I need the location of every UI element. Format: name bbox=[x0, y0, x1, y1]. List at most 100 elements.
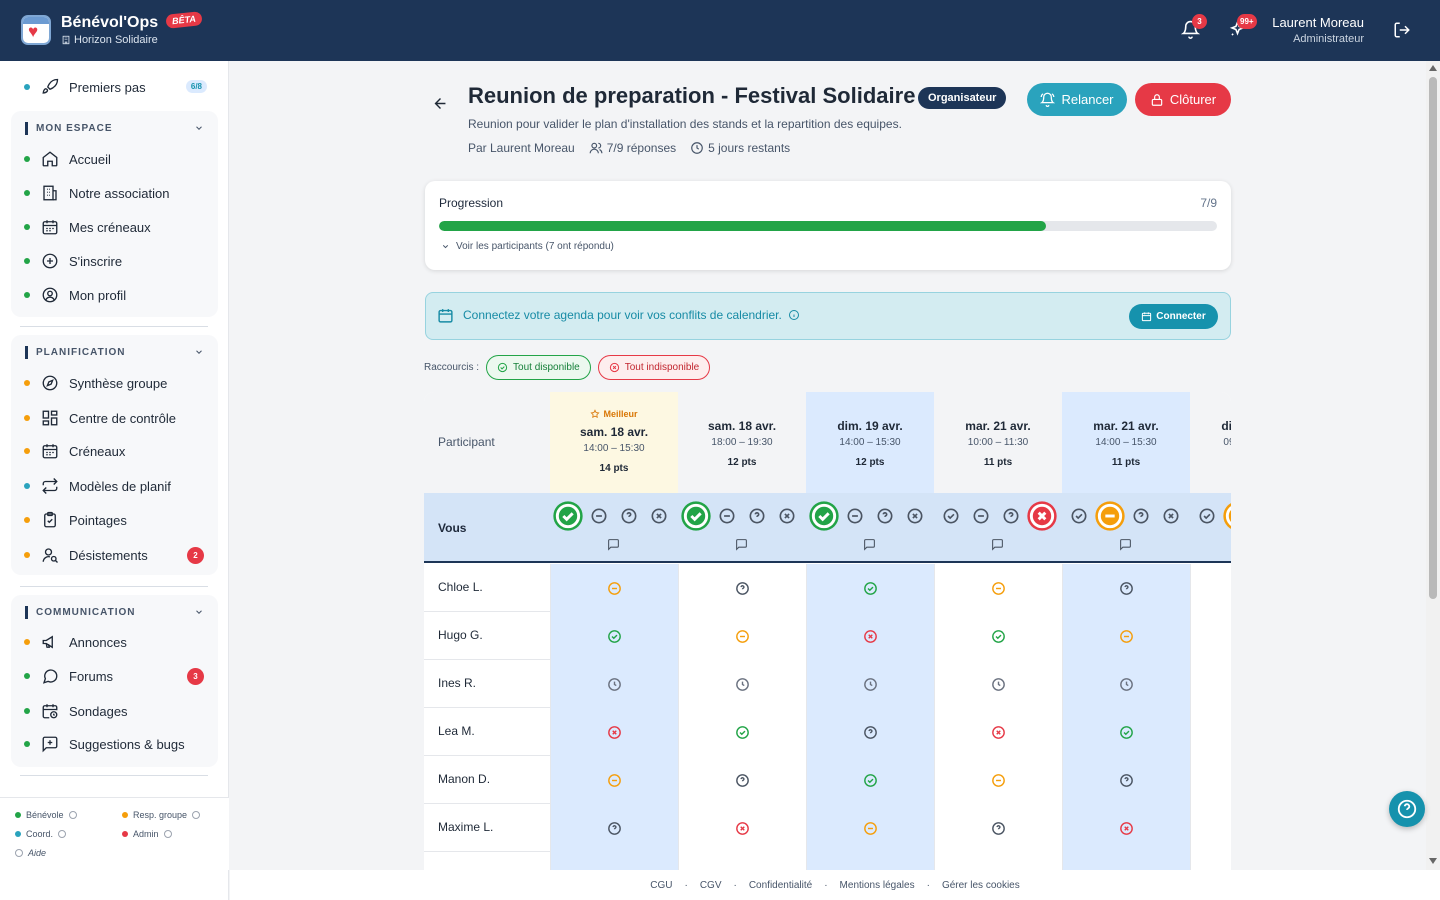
slot-header: dim. 26 avr. 09:00 – 10:30 10 pts bbox=[1190, 392, 1231, 493]
slot-header: sam. 18 avr. 18:00 – 19:30 12 pts bbox=[678, 392, 806, 493]
page-scrollbar[interactable] bbox=[1426, 61, 1440, 870]
answer-maybe-button[interactable] bbox=[1094, 500, 1126, 532]
comment-button[interactable] bbox=[735, 538, 748, 551]
heart-icon: ♥ bbox=[28, 22, 39, 41]
answer-unknown-button[interactable] bbox=[1126, 500, 1156, 532]
sidebar-item-forums[interactable]: Forums 3 bbox=[11, 660, 218, 692]
minus-circle-icon bbox=[992, 581, 1005, 595]
sidebar-item-modeles-de-planif[interactable]: Modèles de planif bbox=[11, 470, 218, 502]
participants-toggle[interactable]: Voir les participants (7 ont répondu) bbox=[441, 241, 614, 252]
sidebar-item-creneaux[interactable]: Créneaux bbox=[11, 435, 218, 467]
footer-link[interactable]: CGV bbox=[699, 879, 722, 891]
answer-unknown-button[interactable] bbox=[870, 500, 900, 532]
minus-circle-icon bbox=[719, 508, 735, 524]
comment-button[interactable] bbox=[607, 538, 620, 551]
scroll-thumb[interactable] bbox=[1429, 77, 1437, 599]
answer-unknown-button[interactable] bbox=[996, 500, 1026, 532]
answer-ok-button[interactable] bbox=[808, 500, 840, 532]
user-role: Administrateur bbox=[1293, 33, 1364, 45]
chevron-down-icon[interactable] bbox=[194, 123, 204, 133]
best-badge: Meilleur bbox=[550, 408, 678, 420]
footer-separator: · bbox=[733, 879, 737, 891]
sidebar-item-mon-profil[interactable]: Mon profil bbox=[11, 279, 218, 311]
relancer-button[interactable]: Relancer bbox=[1027, 83, 1127, 116]
sidebar-item-notre-association[interactable]: Notre association bbox=[11, 177, 218, 209]
x-circle-icon bbox=[907, 508, 923, 524]
comment-icon bbox=[608, 539, 619, 551]
progress-fill bbox=[439, 221, 1046, 231]
comment-button[interactable] bbox=[991, 538, 1004, 551]
sidebar-group-header[interactable]: MON ESPACE bbox=[25, 121, 113, 135]
answer-ok-button[interactable] bbox=[936, 500, 966, 532]
lock-icon bbox=[1151, 93, 1163, 106]
sidebar-item-synthese-groupe[interactable]: Synthèse groupe bbox=[11, 367, 218, 399]
all-unavailable-button[interactable]: Tout indisponible bbox=[597, 355, 711, 380]
footer-link[interactable]: CGU bbox=[650, 879, 673, 891]
legend-aide[interactable]: Aide bbox=[15, 848, 46, 858]
answer-cell bbox=[1062, 564, 1190, 612]
help-button[interactable] bbox=[1389, 791, 1425, 827]
sidebar-group-header[interactable]: COMMUNICATION bbox=[25, 605, 135, 619]
comment-icon bbox=[864, 539, 875, 551]
scroll-up-icon[interactable] bbox=[1429, 65, 1437, 71]
answer-unknown-button[interactable] bbox=[742, 500, 772, 532]
sidebar-item-premiers-pas[interactable]: Premiers pas 6/8 bbox=[11, 71, 218, 103]
answer-no-button[interactable] bbox=[1156, 500, 1186, 532]
comment-icon bbox=[992, 539, 1003, 551]
slot-header: Meilleur sam. 18 avr. 14:00 – 15:30 14 pts bbox=[550, 392, 678, 493]
notifications-button[interactable] bbox=[1181, 20, 1200, 39]
logout-button[interactable] bbox=[1393, 21, 1411, 39]
agenda-banner: Connectez votre agenda pour voir vos con… bbox=[425, 292, 1231, 340]
answer-cell bbox=[934, 804, 1062, 852]
footer-link[interactable]: Mentions légales bbox=[839, 879, 915, 891]
cloturer-button[interactable]: Clôturer bbox=[1135, 83, 1231, 116]
comment-button[interactable] bbox=[863, 538, 876, 551]
sidebar-group-header[interactable]: PLANIFICATION bbox=[25, 345, 125, 359]
availability-grid: Participant Meilleur sam. 18 avr. 14:00 – … bbox=[424, 392, 1231, 870]
answer-no-button[interactable] bbox=[900, 500, 930, 532]
sidebar-item-suggestions[interactable]: Suggestions & bugs bbox=[11, 728, 218, 760]
scroll-down-icon[interactable] bbox=[1429, 858, 1437, 864]
participant-name: Manon D. bbox=[438, 772, 491, 786]
answer-no-button[interactable] bbox=[644, 500, 674, 532]
sidebar-item-annonces[interactable]: Annonces bbox=[11, 626, 218, 658]
x-circle-icon bbox=[651, 508, 667, 524]
all-available-button[interactable]: Tout disponible bbox=[486, 355, 591, 380]
info-icon bbox=[163, 830, 172, 838]
comment-button[interactable] bbox=[1119, 538, 1132, 551]
answer-no-button[interactable] bbox=[772, 500, 802, 532]
progress-badge: 6/8 bbox=[185, 80, 207, 93]
back-button[interactable] bbox=[432, 95, 449, 112]
megaphone-icon bbox=[42, 635, 53, 649]
slot-date: dim. 26 avr. bbox=[1221, 419, 1231, 433]
user-name[interactable]: Laurent Moreau bbox=[1272, 15, 1364, 30]
connect-agenda-button[interactable]: Connecter bbox=[1129, 304, 1218, 329]
app-logo[interactable]: ♥ bbox=[21, 15, 51, 45]
sidebar-item-pointages[interactable]: Pointages bbox=[11, 504, 218, 536]
answer-maybe-button[interactable] bbox=[966, 500, 996, 532]
x-circle-icon bbox=[609, 362, 619, 373]
sidebar-item-desistements[interactable]: Désistements 2 bbox=[11, 539, 218, 571]
info-icon[interactable] bbox=[788, 309, 800, 321]
answer-maybe-button[interactable] bbox=[712, 500, 742, 532]
footer-link[interactable]: Gérer les cookies bbox=[941, 879, 1020, 891]
answer-maybe-button[interactable] bbox=[1222, 500, 1231, 532]
answer-ok-button[interactable] bbox=[1192, 500, 1222, 532]
answer-ok-button[interactable] bbox=[1064, 500, 1094, 532]
check-circle-icon bbox=[553, 501, 583, 531]
calendar-icon bbox=[1142, 312, 1152, 322]
sidebar-item-mes-creneaux[interactable]: Mes créneaux bbox=[11, 211, 218, 243]
chevron-down-icon[interactable] bbox=[194, 607, 204, 617]
answer-unknown-button[interactable] bbox=[614, 500, 644, 532]
footer-link[interactable]: Confidentialité bbox=[748, 879, 813, 891]
answer-maybe-button[interactable] bbox=[584, 500, 614, 532]
sidebar-item-s-inscrire[interactable]: S'inscrire bbox=[11, 245, 218, 277]
answer-ok-button[interactable] bbox=[680, 500, 712, 532]
answer-maybe-button[interactable] bbox=[840, 500, 870, 532]
chevron-down-icon[interactable] bbox=[194, 347, 204, 357]
answer-ok-button[interactable] bbox=[552, 500, 584, 532]
sidebar-item-sondages[interactable]: Sondages bbox=[11, 695, 218, 727]
sidebar-item-accueil[interactable]: Accueil bbox=[11, 143, 218, 175]
answer-no-button[interactable] bbox=[1026, 500, 1058, 532]
sidebar-item-centre-de-controle[interactable]: Centre de contrôle bbox=[11, 402, 218, 434]
